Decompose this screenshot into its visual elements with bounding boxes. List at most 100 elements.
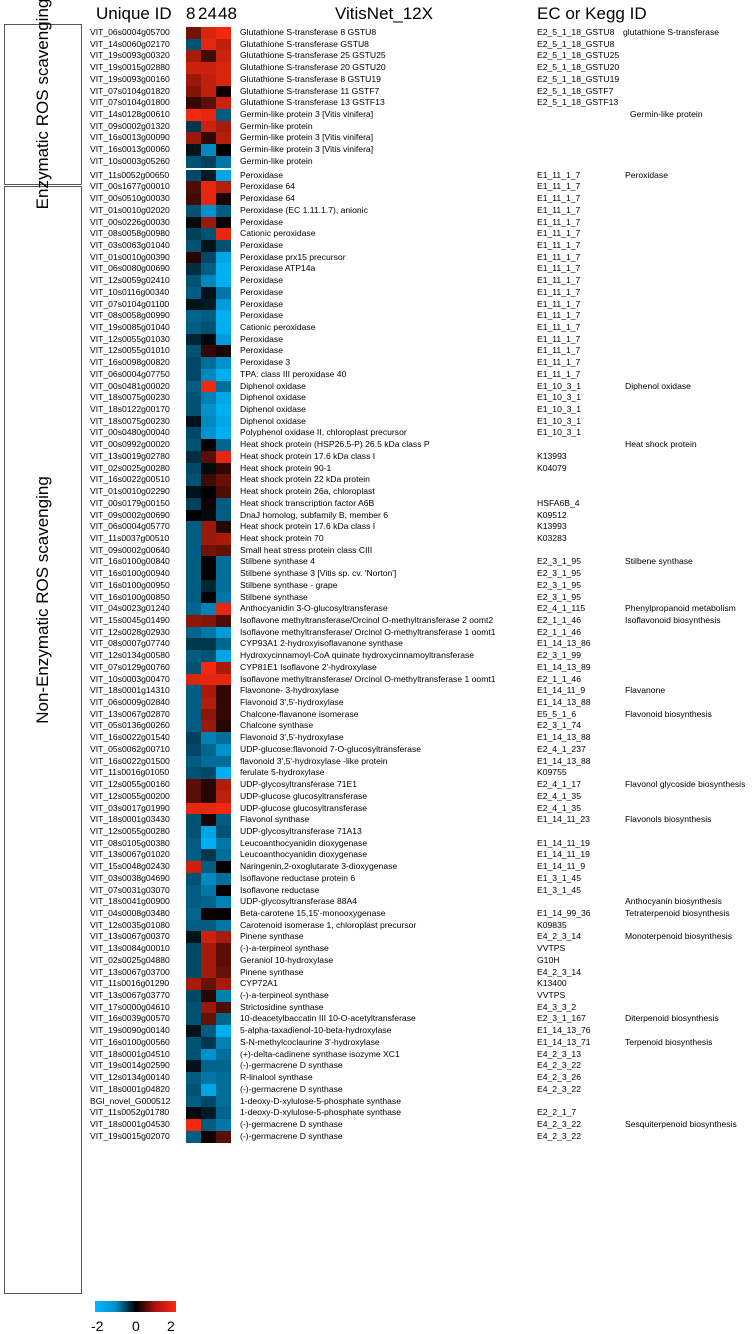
row-description: Peroxidase 64: [240, 193, 295, 203]
row-category: Phenylpropanoid metabolism: [625, 603, 736, 613]
heatmap-cell: [186, 39, 201, 51]
row-description: Peroxidase: [240, 287, 283, 297]
heatmap-cell: [201, 486, 216, 498]
heatmap-cell: [186, 299, 201, 311]
row-description: Chalcone synthase: [240, 720, 314, 730]
row-description: Heat shock protein 17.6 kDa class I: [240, 521, 376, 531]
row-ec-kegg: E2_3_1_167: [537, 1013, 586, 1023]
heatmap-cell: [201, 181, 216, 193]
heatmap-cell: [216, 1037, 231, 1049]
heatmap-cell: [186, 252, 201, 264]
row-ec-kegg: HSFA6B_4: [537, 498, 580, 508]
row-ec-kegg: E2_3_1_74: [537, 720, 581, 730]
heatmap-cell: [201, 1013, 216, 1025]
heatmap-cell: [186, 1025, 201, 1037]
heatmap-cell: [186, 1107, 201, 1119]
row-description: 1-deoxy-D-xylulose-5-phosphate synthase: [240, 1096, 401, 1106]
row-ec-kegg: E1_3_1_45: [537, 873, 581, 883]
heatmap-cell: [186, 720, 201, 732]
row-id: VIT_03s0038g04690: [90, 873, 170, 883]
heatmap-cell: [186, 908, 201, 920]
heatmap-cell: [186, 1131, 201, 1143]
heatmap-cell: [201, 638, 216, 650]
row-id: VIT_06s0004g05770: [90, 521, 170, 531]
heatmap-cell: [186, 920, 201, 932]
heatmap-cell: [186, 545, 201, 557]
row-ec-kegg: E1_14_11_19: [537, 849, 590, 859]
heatmap-cell: [186, 121, 201, 133]
row-description: Diphenol oxidase: [240, 416, 306, 426]
heatmap-cell: [186, 955, 201, 967]
row-description: Germin-like protein: [240, 156, 313, 166]
row-ec-kegg: K03283: [537, 533, 567, 543]
heatmap-cell: [216, 510, 231, 522]
heatmap-cell: [201, 873, 216, 885]
heatmap-cell: [216, 144, 231, 156]
heatmap-cell: [216, 521, 231, 533]
heatmap-cell: [201, 732, 216, 744]
row-id: VIT_01s0010g00390: [90, 252, 170, 262]
row-description: Cationic peroxidase: [240, 228, 316, 238]
row-ec-kegg: E1_11_1_7: [537, 322, 581, 332]
heatmap-cell: [201, 474, 216, 486]
row-description: (-)-germacrene D synthase: [240, 1060, 343, 1070]
heatmap-cell: [216, 568, 231, 580]
row-category: Flavanone: [625, 685, 666, 695]
group-box-non-enzymatic: [4, 186, 82, 1294]
heatmap-cell: [216, 1002, 231, 1014]
heatmap-cell: [186, 767, 201, 779]
heatmap-cell: [201, 943, 216, 955]
row-id: VIT_19s0090g00140: [90, 1025, 170, 1035]
row-description: Isoflavone methyltransferase/ Orcinol O-…: [240, 627, 496, 637]
heatmap-cell: [201, 39, 216, 51]
heatmap-cell: [201, 205, 216, 217]
heatmap-cell: [186, 97, 201, 109]
heatmap-cell: [186, 709, 201, 721]
row-ec-kegg: E4_2_3_14: [537, 967, 581, 977]
row-id: VIT_16s0022g00510: [90, 474, 170, 484]
row-description: Cationic peroxidase: [240, 322, 316, 332]
heatmap-cell: [201, 1037, 216, 1049]
heatmap-cell: [201, 779, 216, 791]
heatmap-cell: [186, 592, 201, 604]
row-id: VIT_03s0017g01990: [90, 803, 170, 813]
row-description: Peroxidase: [240, 240, 283, 250]
row-description: Isoflavone methyltransferase/ Orcinol O-…: [240, 674, 496, 684]
row-description: 10-deacetylbaccatin III 10-O-acetyltrans…: [240, 1013, 416, 1023]
row-description: 5-alpha-taxadienol-10-beta-hydroxylase: [240, 1025, 392, 1035]
row-id: VIT_19s0014g02590: [90, 1060, 170, 1070]
heatmap-cell: [186, 1096, 201, 1108]
row-description: Peroxidase 3: [240, 357, 291, 367]
row-ec-kegg: E4_2_3_14: [537, 931, 581, 941]
heatmap-cell: [186, 580, 201, 592]
row-ec-kegg: E1_3_1_45: [537, 885, 581, 895]
row-id: VIT_16s0100g00950: [90, 580, 170, 590]
heatmap-cell: [201, 416, 216, 428]
row-id: VIT_16s0100g00940: [90, 568, 170, 578]
row-id: VIT_06s0004g07750: [90, 369, 170, 379]
row-description: Peroxidase prx15 precursor: [240, 252, 346, 262]
row-category: Anthocyanin biosynthesis: [625, 896, 722, 906]
row-id: VIT_15s0045g01490: [90, 615, 170, 625]
row-id: VIT_12s0055g01030: [90, 334, 170, 344]
row-description: UDP-glucose glucosyltransferase: [240, 791, 368, 801]
row-ec-kegg: E1_11_1_7: [537, 357, 581, 367]
row-ec-kegg: E1_11_1_7: [537, 334, 581, 344]
heatmap-cell: [186, 439, 201, 451]
heatmap-cell: [186, 486, 201, 498]
heatmap-cell: [186, 756, 201, 768]
row-ec-kegg: K13993: [537, 521, 567, 531]
heatmap-cell: [201, 720, 216, 732]
heatmap-cell: [201, 1084, 216, 1096]
heatmap-cell: [186, 240, 201, 252]
heatmap-cell: [201, 392, 216, 404]
heatmap-cell: [186, 568, 201, 580]
heatmap-cell: [201, 1060, 216, 1072]
row-id: VIT_07s0031g03070: [90, 885, 170, 895]
row-ec-kegg: E1_10_3_1: [537, 416, 581, 426]
heatmap-cell: [201, 1025, 216, 1037]
row-ec-kegg: E1_14_99_36: [537, 908, 591, 918]
heatmap-cell: [216, 322, 231, 334]
heatmap-cell: [186, 369, 201, 381]
